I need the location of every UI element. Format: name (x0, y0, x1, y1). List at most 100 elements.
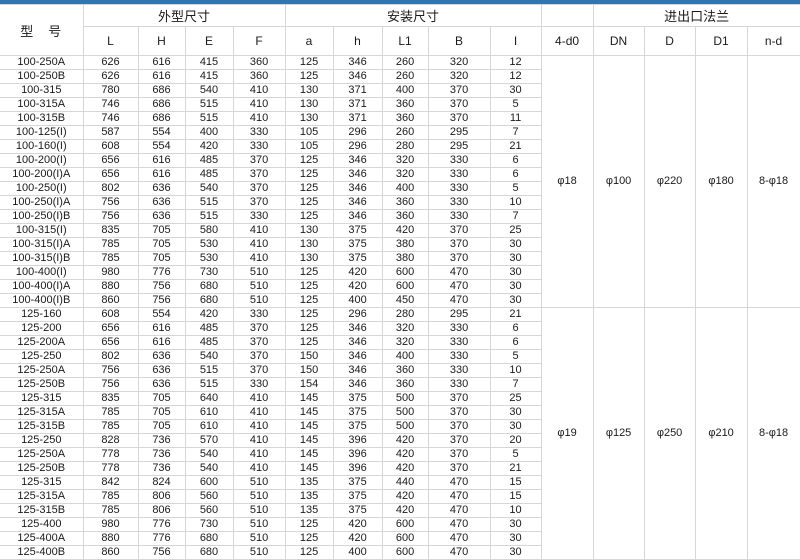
table-row: 125-315A 785 806 560 510 135 375 420 470 15 (0, 489, 800, 504)
table-row: 100-200(I)A 656 616 485 370 125 346 320 330 6 (0, 167, 800, 182)
value-cell: 346 (332, 69, 383, 84)
value-cell: 616 (137, 167, 186, 182)
value-cell: 375 (332, 503, 383, 518)
model-cell: 125-250B (0, 461, 84, 476)
model-cell: 100-400(I)B (0, 293, 84, 308)
value-cell: 410 (232, 97, 286, 112)
value-cell: 370 (427, 419, 491, 434)
column-header-4-d0: 4-d0 (540, 26, 594, 56)
value-cell: 15 (489, 475, 542, 490)
value-cell: 346 (332, 209, 383, 224)
flange-merged-cell: 8-φ18 (746, 55, 800, 308)
value-cell: 5 (489, 97, 542, 112)
value-cell: 130 (284, 83, 334, 98)
value-cell: 485 (184, 153, 234, 168)
value-cell: 25 (489, 223, 542, 238)
flange-group-header: 进出口法兰 (592, 4, 800, 27)
value-cell: 656 (82, 321, 139, 336)
model-cell: 100-315(I)B (0, 251, 84, 266)
value-cell: 470 (427, 503, 491, 518)
model-cell: 100-315B (0, 111, 84, 126)
column-header-b: B (427, 26, 491, 56)
value-cell: 125 (284, 167, 334, 182)
value-cell: 5 (489, 181, 542, 196)
table-row: 125-315B 785 806 560 510 135 375 420 470 10 (0, 503, 800, 518)
value-cell: 554 (137, 307, 186, 322)
value-cell: 370 (427, 391, 491, 406)
value-cell: 135 (284, 475, 334, 490)
value-cell: 396 (332, 461, 383, 476)
column-header-dn: DN (592, 26, 645, 56)
value-cell: 420 (332, 531, 383, 546)
value-cell: 835 (82, 223, 139, 238)
value-cell: 371 (332, 83, 383, 98)
value-cell: 370 (427, 461, 491, 476)
column-header-h: H (137, 26, 186, 56)
value-cell: 510 (232, 517, 286, 532)
value-cell: 375 (332, 419, 383, 434)
value-cell: 320 (381, 167, 429, 182)
model-cell: 125-315 (0, 391, 84, 406)
value-cell: 470 (427, 293, 491, 308)
value-cell: 130 (284, 97, 334, 112)
value-cell: 410 (232, 447, 286, 462)
value-cell: 280 (381, 307, 429, 322)
value-cell: 375 (332, 391, 383, 406)
value-cell: 10 (489, 195, 542, 210)
model-cell: 100-315 (0, 83, 84, 98)
table-row: 100-400(I)A 880 756 680 510 125 420 600 470 30 (0, 279, 800, 294)
model-cell: 100-200(I) (0, 153, 84, 168)
value-cell: 515 (184, 195, 234, 210)
value-cell: 440 (381, 475, 429, 490)
value-cell: 600 (184, 475, 234, 490)
value-cell: 730 (184, 517, 234, 532)
value-cell: 125 (284, 279, 334, 294)
model-cell: 100-250(I)A (0, 195, 84, 210)
value-cell: 608 (82, 139, 139, 154)
model-cell: 100-125(I) (0, 125, 84, 140)
model-cell: 125-400A (0, 531, 84, 546)
value-cell: 686 (137, 97, 186, 112)
value-cell: 485 (184, 321, 234, 336)
value-cell: 320 (427, 69, 491, 84)
value-cell: 540 (184, 83, 234, 98)
value-cell: 626 (82, 55, 139, 70)
value-cell: 6 (489, 153, 542, 168)
value-cell: 680 (184, 279, 234, 294)
value-cell: 776 (137, 531, 186, 546)
value-cell: 130 (284, 237, 334, 252)
model-cell: 125-250 (0, 349, 84, 364)
table-row: 125-200A 656 616 485 370 125 346 320 330 6 (0, 335, 800, 350)
value-cell: 570 (184, 433, 234, 448)
value-cell: 346 (332, 321, 383, 336)
value-cell: 420 (332, 517, 383, 532)
value-cell: 828 (82, 433, 139, 448)
value-cell: 540 (184, 181, 234, 196)
table-row: 125-250A 778 736 540 410 145 396 420 370 5 (0, 447, 800, 462)
value-cell: 145 (284, 419, 334, 434)
value-cell: 21 (489, 307, 542, 322)
model-cell: 100-315A (0, 97, 84, 112)
value-cell: 346 (332, 55, 383, 70)
value-cell: 842 (82, 475, 139, 490)
value-cell: 135 (284, 489, 334, 504)
value-cell: 330 (427, 321, 491, 336)
value-cell: 560 (184, 503, 234, 518)
value-cell: 145 (284, 433, 334, 448)
value-cell: 610 (184, 419, 234, 434)
model-cell: 125-250A (0, 447, 84, 462)
model-cell: 100-250B (0, 69, 84, 84)
value-cell: 400 (381, 349, 429, 364)
value-cell: 530 (184, 237, 234, 252)
column-header-l1: L1 (381, 26, 429, 56)
value-cell: 330 (427, 377, 491, 392)
value-cell: 25 (489, 391, 542, 406)
value-cell: 125 (284, 293, 334, 308)
value-cell: 640 (184, 391, 234, 406)
value-cell: 30 (489, 293, 542, 308)
value-cell: 370 (232, 167, 286, 182)
value-cell: 295 (427, 139, 491, 154)
value-cell: 410 (232, 223, 286, 238)
value-cell: 145 (284, 391, 334, 406)
